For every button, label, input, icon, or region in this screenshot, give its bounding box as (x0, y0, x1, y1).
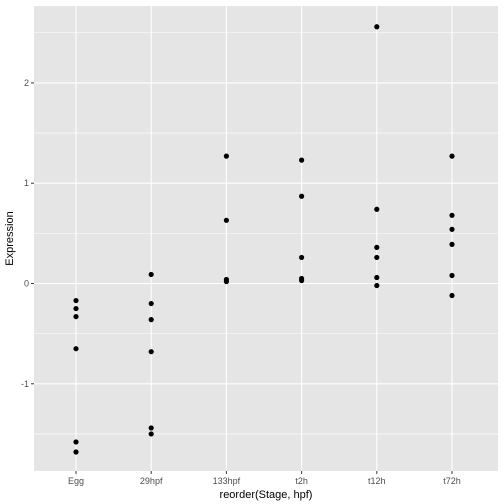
data-point (299, 254, 305, 261)
data-point (449, 292, 455, 299)
data-point (73, 449, 79, 455)
data-point (449, 212, 455, 218)
data-point (73, 297, 79, 304)
x-axis: Egg 29hpf 133hpf t2h t12h t72h (68, 471, 461, 486)
data-point (148, 431, 154, 437)
data-point (148, 300, 154, 307)
y-tick-label: -1 (21, 379, 29, 389)
data-point (223, 217, 229, 223)
data-point (148, 425, 154, 431)
x-tick-label: t2h (295, 476, 308, 486)
y-tick-label: 0 (24, 279, 29, 289)
y-tick-label: 2 (24, 78, 29, 88)
data-point (223, 153, 229, 159)
data-point (449, 272, 455, 279)
x-tick-label: Egg (68, 476, 84, 486)
data-point (449, 153, 455, 159)
data-point (148, 349, 154, 355)
data-point (374, 274, 380, 281)
y-axis: -1 0 1 2 (21, 78, 34, 389)
minor-gridlines (34, 32, 498, 435)
x-axis-title: reorder(Stage, hpf) (220, 489, 313, 501)
data-point (449, 241, 455, 247)
data-point (73, 346, 79, 352)
data-point (299, 193, 305, 199)
data-point (374, 24, 380, 30)
data-point (73, 305, 79, 312)
major-gridlines (34, 6, 498, 471)
x-tick-label: 29hpf (140, 476, 163, 486)
y-tick-label: 1 (24, 178, 29, 188)
data-point (148, 317, 154, 323)
y-axis-title: Expression (4, 211, 16, 265)
x-tick-label: t12h (368, 476, 386, 486)
data-point (73, 313, 79, 320)
x-tick-label: 133hpf (213, 476, 241, 486)
data-point (73, 439, 79, 445)
x-tick-label: t72h (443, 476, 461, 486)
plot-panel (34, 6, 498, 471)
data-point (374, 282, 380, 289)
data-point (223, 278, 229, 285)
data-point (374, 244, 380, 250)
data-point (374, 254, 380, 261)
data-point (148, 271, 154, 278)
data-point (449, 226, 455, 232)
data-point (374, 206, 380, 212)
data-points (73, 24, 455, 455)
data-point (299, 277, 305, 284)
data-point (299, 157, 305, 163)
